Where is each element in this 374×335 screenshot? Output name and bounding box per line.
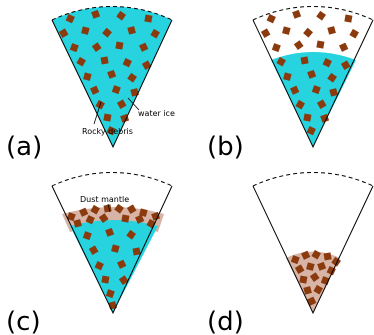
panel-b-outline [252, 19, 374, 149]
panel-d-outline [252, 185, 374, 315]
water-ice-label: water ice [138, 109, 175, 118]
panel-a-outline [51, 19, 173, 149]
dust-mantle-pointer [107, 203, 111, 213]
panel-c-top-arc [51, 172, 173, 187]
panel-b-letter: (b) [207, 132, 244, 162]
panel-b-top-arc [252, 6, 374, 21]
panel-c-letter: (c) [6, 307, 41, 335]
panel-a-debris [58, 9, 160, 136]
panel-c-ice [70, 220, 158, 313]
rocky-debris-label: Rocky debris [82, 127, 133, 136]
panel-d-top-arc [252, 172, 374, 187]
panel-d: (d) [207, 172, 374, 335]
panel-a-top-arc [51, 6, 173, 21]
panel-a-letter: (a) [6, 132, 42, 162]
panel-d-debris [290, 249, 341, 306]
rocky-debris-pointer [93, 101, 102, 125]
panel-c: Dust mantle (c) [6, 172, 173, 335]
dust-mantle-label: Dust mantle [80, 195, 129, 204]
panel-d-letter: (d) [207, 307, 244, 335]
water-ice-pointer [127, 97, 140, 111]
panel-a: Rocky debris water ice (a) [6, 6, 175, 162]
panel-b: (b) [207, 6, 374, 162]
panel-b-debris [260, 9, 359, 136]
panel-c-outline [51, 185, 173, 315]
panel-c-debris [66, 203, 161, 310]
